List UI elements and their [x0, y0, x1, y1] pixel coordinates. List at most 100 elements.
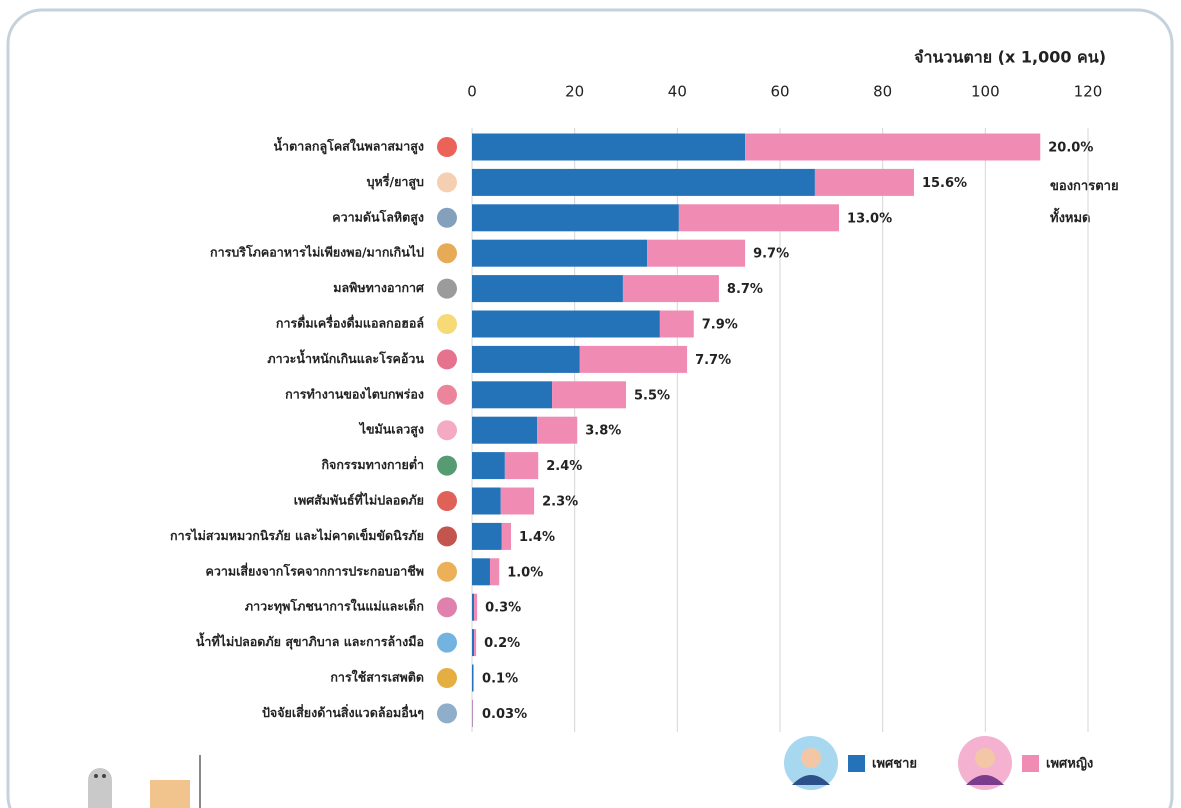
bar-segment: [472, 168, 815, 196]
x-tick-label: 120: [1074, 83, 1103, 101]
category-icon: [437, 207, 457, 228]
share-label: 1.0%: [507, 565, 543, 580]
category-icon: [437, 526, 457, 547]
bar-segment: [472, 310, 660, 338]
bar-segment: [579, 345, 688, 373]
bar-segment: [678, 204, 840, 232]
legend-label: เพศชาย: [872, 757, 917, 772]
category-icon: [437, 172, 457, 193]
category-icon: [437, 137, 457, 157]
share-label: 0.1%: [482, 672, 518, 687]
category-label: ภาวะทุพโภชนาการในแม่และเด็ก: [245, 599, 424, 615]
category-label: การใช้สารเสพติด: [330, 670, 424, 685]
category-icon: [437, 561, 457, 582]
category-label: ปัจจัยเสี่ยงด้านสิ่งแวดล้อมอื่นๆ: [262, 704, 424, 720]
bar-segment: [472, 275, 623, 303]
category-label: ความเสี่ยงจากโรคจากการประกอบอาชีพ: [205, 562, 424, 578]
share-label: 7.7%: [695, 353, 731, 368]
bar-segment: [474, 593, 478, 621]
bar-segment: [472, 345, 580, 373]
category-label: การดื่มเครื่องดื่มแอลกอฮอล์: [276, 315, 424, 331]
x-tick-label: 60: [770, 83, 789, 101]
category-icon: [437, 349, 457, 370]
share-label: 2.4%: [546, 459, 582, 474]
share-label: 13.0%: [847, 211, 892, 226]
category-label: ความดันโลหิตสูง: [332, 209, 424, 225]
x-tick-label: 100: [971, 83, 1000, 101]
category-icon: [437, 703, 457, 724]
panel: [6, 8, 1174, 808]
category-icon: [437, 632, 457, 653]
share-label: 5.5%: [634, 388, 670, 403]
category-label: การทำงานของไตบกพร่อง: [285, 386, 424, 401]
legend-label: เพศหญิง: [1046, 757, 1093, 772]
bar-segment: [501, 522, 512, 550]
category-label: ภาวะน้ำหนักเกินและโรคอ้วน: [267, 349, 424, 366]
bar-segment: [647, 239, 746, 267]
bar-segment: [474, 629, 477, 657]
x-tick-label: 0: [467, 83, 477, 101]
category-label: เพศสัมพันธ์ที่ไม่ปลอดภัย: [294, 492, 424, 508]
category-icon: [437, 243, 457, 264]
category-icon: [437, 278, 457, 299]
legend-swatch: [848, 755, 865, 772]
bar-segment: [504, 452, 539, 480]
category-icon: [437, 491, 457, 511]
bar-segment: [472, 664, 474, 692]
share-label: 1.4%: [519, 530, 555, 545]
axis-title: จำนวนตาย (x 1,000 คน): [914, 48, 1106, 67]
bar-segment: [472, 381, 553, 409]
legend-avatars: [784, 736, 1012, 790]
share-label: 7.9%: [702, 318, 738, 333]
category-label: น้ำตาลกลูโคสในพลาสมาสูง: [274, 137, 424, 155]
bar-segment: [473, 664, 475, 692]
category-label: ไขมันเลวสูง: [358, 422, 424, 438]
bar-segment: [472, 699, 473, 727]
bar-segment: [489, 558, 500, 586]
share-label: 0.03%: [482, 707, 527, 722]
bar-segment: [472, 558, 490, 586]
bar-segment: [552, 381, 626, 409]
category-icon: [437, 668, 457, 688]
annotation: ของการตายทั้งหมด: [1050, 179, 1119, 226]
category-icon: [437, 455, 457, 476]
category-icon: [437, 384, 457, 405]
category-label: บุหรี่/ยาสูบ: [367, 173, 424, 190]
category-label: น้ำที่ไม่ปลอดภัย สุขาภิบาล และการล้างมือ: [196, 632, 424, 650]
share-label: 2.3%: [542, 495, 578, 510]
bar-segment: [472, 629, 475, 657]
bar-segment: [814, 168, 914, 196]
share-label: 15.6%: [922, 176, 967, 191]
category-label: การไม่สวมหมวกนิรภัย และไม่คาดเข็มขัดนิรภ…: [170, 528, 424, 543]
ghost: [88, 755, 201, 808]
share-label: 0.2%: [484, 636, 520, 651]
x-tick-label: 80: [873, 83, 892, 101]
bar-segment: [472, 133, 746, 161]
x-tick-label: 20: [565, 83, 584, 101]
category-icon: [437, 420, 457, 441]
bar-segment: [472, 416, 538, 444]
share-label: 3.8%: [585, 424, 621, 439]
bar-segment: [537, 416, 578, 444]
category-icon: [437, 314, 457, 334]
bar-segment: [622, 275, 719, 303]
x-tick-label: 40: [668, 83, 687, 101]
bar-segment: [472, 452, 505, 480]
share-label: 8.7%: [727, 282, 763, 297]
bar-segment: [472, 239, 648, 267]
bar-segment: [500, 487, 535, 515]
bar-segment: [659, 310, 694, 338]
category-label: การบริโภคอาหารไม่เพียงพอ/มากเกินไป: [210, 245, 424, 260]
legend-swatch: [1022, 755, 1039, 772]
category-label: มลพิษทางอากาศ: [333, 280, 425, 295]
bar-segment: [472, 204, 679, 232]
share-label: 0.3%: [485, 601, 521, 616]
bar-segment: [472, 593, 475, 621]
bar-segment: [745, 133, 1041, 161]
share-label: 9.7%: [753, 247, 789, 262]
bar-segment: [472, 487, 501, 515]
bar-segment: [472, 522, 502, 550]
category-label: กิจกรรมทางกายต่ำ: [321, 456, 424, 472]
share-label: 20.0%: [1048, 141, 1093, 156]
